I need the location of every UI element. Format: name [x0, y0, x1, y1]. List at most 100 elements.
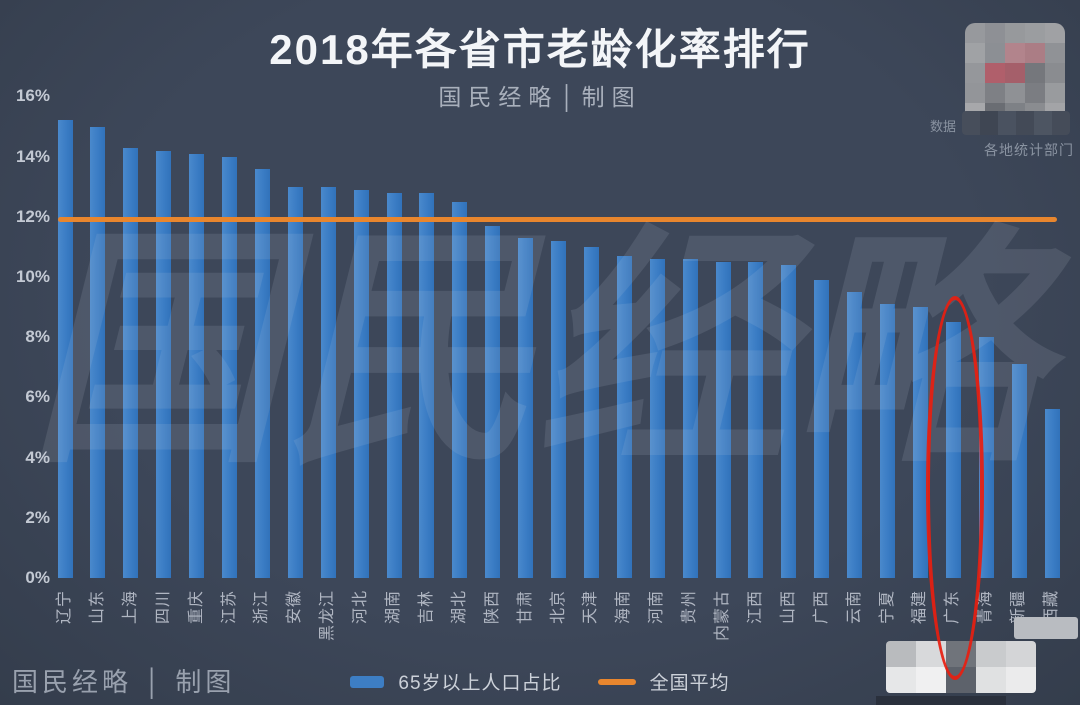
bar-河南	[649, 258, 665, 578]
mosaic-cell	[1025, 43, 1045, 63]
mosaic-cell	[916, 667, 946, 693]
x-axis-label-安徽: 安徽	[286, 590, 304, 625]
bar-北京	[551, 240, 566, 578]
x-axis-label-浙江: 浙江	[253, 590, 271, 625]
source-note: 各地统计部门	[984, 142, 1074, 158]
bar-青海	[978, 337, 994, 578]
mosaic-cell	[985, 63, 1005, 83]
mosaic-cell	[1025, 23, 1045, 43]
x-axis-label-黑龙江: 黑龙江	[319, 590, 337, 642]
mosaic-cell	[946, 641, 976, 667]
pixelated-logo-mosaic	[965, 23, 1065, 123]
x-axis-label-湖北: 湖北	[450, 590, 468, 625]
chart-legend: 65岁以上人口占比 全国平均	[0, 668, 1080, 695]
bar-河北	[353, 189, 369, 578]
bar-福建	[912, 307, 928, 578]
x-axis-label-海南: 海南	[615, 590, 633, 625]
national-average-line	[58, 217, 1057, 223]
mosaic-cell	[965, 23, 985, 43]
x-axis-label-广西: 广西	[812, 590, 830, 625]
y-axis-tick-label: 4%	[25, 447, 50, 467]
bar-山东	[90, 126, 106, 578]
bar-山西	[781, 264, 797, 578]
mosaic-cell	[985, 23, 1005, 43]
bar-广西	[814, 280, 830, 578]
bar-安徽	[287, 186, 303, 578]
x-axis-label-陕西: 陕西	[483, 590, 501, 625]
bar-新疆	[1011, 364, 1027, 578]
bar-江苏	[222, 156, 237, 578]
x-axis-label-云南: 云南	[845, 590, 863, 625]
bar-江西	[748, 261, 764, 578]
mosaic-cell	[985, 83, 1005, 103]
mosaic-cell	[1005, 43, 1025, 63]
bar-四川	[156, 150, 172, 578]
legend-bar-label: 65岁以上人口占比	[398, 673, 562, 694]
bar-云南	[847, 292, 863, 578]
y-axis-tick-label: 8%	[25, 327, 50, 347]
mosaic-cell	[886, 667, 916, 693]
x-axis-label-湖南: 湖南	[385, 590, 402, 625]
pixelated-bottom-right-mosaic	[886, 641, 1036, 693]
bar-辽宁	[57, 120, 73, 578]
mosaic-cell	[1045, 43, 1065, 63]
y-axis-tick-label: 2%	[25, 507, 50, 527]
mosaic-cell	[965, 63, 985, 83]
mosaic-cell	[998, 111, 1016, 135]
bar-吉林	[419, 192, 435, 578]
bar-海南	[616, 255, 632, 578]
bar-天津	[583, 246, 599, 578]
mosaic-cell	[946, 667, 976, 693]
x-axis-label-吉林: 吉林	[417, 590, 435, 625]
x-axis-label-河北: 河北	[352, 590, 370, 625]
x-axis-label-甘肃: 甘肃	[516, 590, 534, 625]
mosaic-cell	[976, 667, 1006, 693]
x-axis-label-内蒙古: 内蒙古	[714, 590, 731, 642]
mosaic-cell	[1025, 63, 1045, 83]
legend-line-label: 全国平均	[649, 673, 730, 694]
mosaic-cell	[1052, 111, 1070, 135]
y-axis-tick-label: 0%	[25, 568, 50, 587]
x-axis-label-贵州: 贵州	[681, 590, 699, 625]
y-axis-tick-label: 14%	[15, 146, 50, 166]
x-axis-label-河南: 河南	[648, 590, 666, 625]
y-axis-tick-label: 12%	[15, 206, 50, 226]
mosaic-cell	[1016, 111, 1034, 135]
bar-黑龙江	[320, 186, 336, 578]
mosaic-cell	[962, 111, 980, 135]
bar-广东	[945, 322, 961, 578]
y-axis-tick-label: 16%	[15, 86, 50, 106]
bar-浙江	[254, 168, 270, 578]
pixelated-source-mosaic	[962, 111, 1070, 135]
mosaic-cell	[965, 83, 985, 103]
mosaic-cell	[1045, 83, 1065, 103]
mosaic-cell	[1005, 63, 1025, 83]
pixelated-edge-cell	[1014, 617, 1078, 639]
x-axis-label-北京: 北京	[549, 590, 567, 625]
mosaic-cell	[1005, 23, 1025, 43]
legend-line-swatch	[597, 678, 636, 685]
mosaic-cell	[1045, 63, 1065, 83]
mosaic-cell	[886, 641, 916, 667]
mosaic-cell	[1034, 111, 1052, 135]
y-axis-tick-label: 6%	[25, 387, 50, 407]
bar-上海	[123, 147, 139, 578]
y-axis-tick-label: 10%	[15, 267, 50, 286]
mosaic-cell	[1006, 667, 1036, 693]
bar-甘肃	[518, 237, 534, 578]
mosaic-cell	[976, 641, 1006, 667]
mosaic-cell	[1045, 23, 1065, 43]
mosaic-cell	[916, 641, 946, 667]
mosaic-cell	[965, 43, 985, 63]
brand-footer: 国民经略 │ 制图	[12, 668, 236, 697]
mosaic-cell	[980, 111, 998, 135]
page-title: 2018年各省市老龄化率排行	[269, 26, 811, 73]
bar-西藏	[1044, 409, 1060, 578]
mosaic-cell	[985, 43, 1005, 63]
watermark-text: 国民经略	[28, 202, 1044, 498]
bar-陕西	[485, 225, 501, 578]
bar-宁夏	[880, 304, 895, 578]
bar-湖北	[452, 201, 468, 578]
mosaic-cell	[1005, 83, 1025, 103]
